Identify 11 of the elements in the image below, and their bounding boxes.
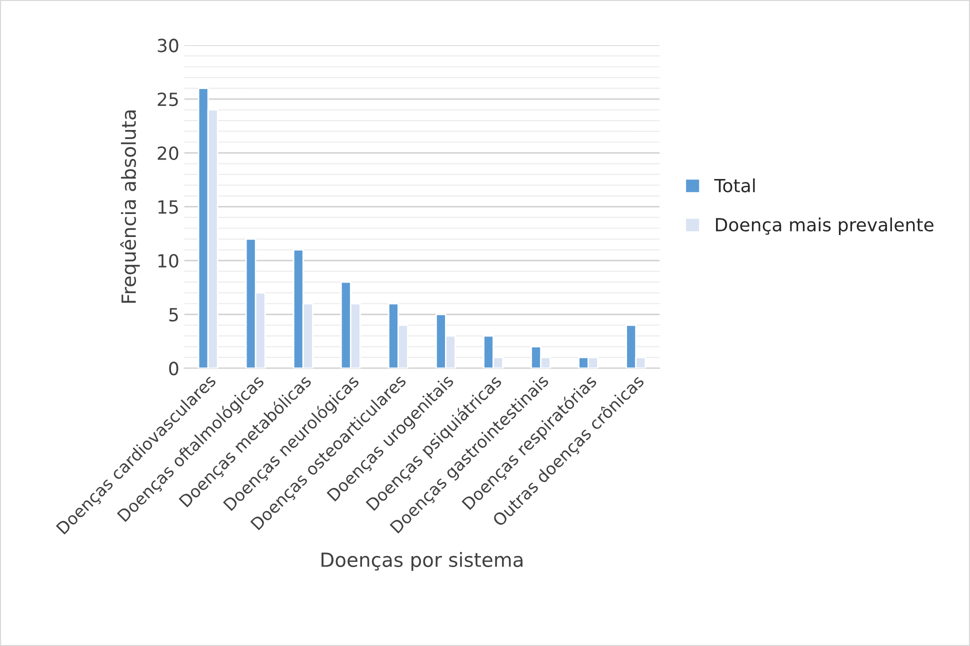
y-tick-label: 0 — [169, 362, 178, 376]
legend-label: Doença mais prevalente — [716, 218, 934, 236]
y-tick-label: 25 — [158, 92, 178, 106]
x-axis-title: Doenças por sistema — [322, 552, 522, 571]
y-tick-label: 10 — [158, 254, 178, 268]
y-tick-label: 5 — [169, 308, 178, 322]
y-axis-title: Frequência absoluta — [120, 110, 140, 303]
legend-label: Total — [714, 178, 755, 192]
y-tick-label: 15 — [158, 200, 178, 214]
y-tick-label: 30 — [158, 38, 178, 52]
y-tick-label: 20 — [158, 146, 178, 160]
